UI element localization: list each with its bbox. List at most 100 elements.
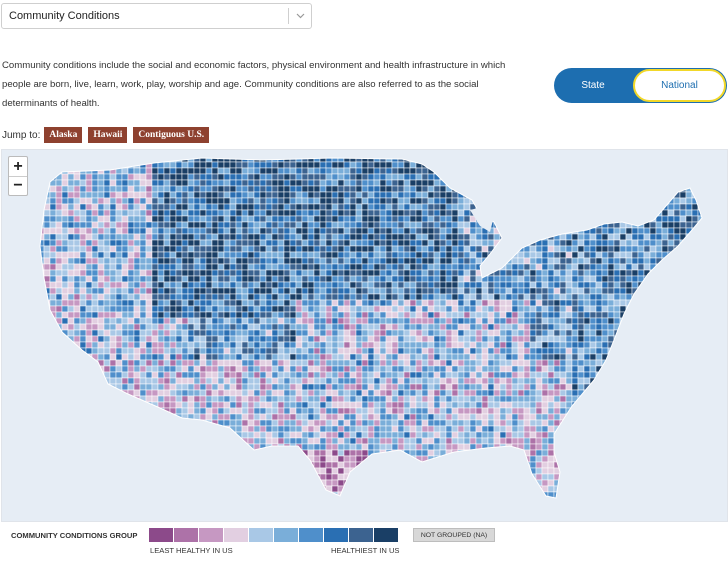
county-cell[interactable]	[655, 275, 663, 283]
county-cell[interactable]	[511, 227, 519, 235]
county-cell[interactable]	[223, 257, 231, 265]
county-cell[interactable]	[685, 203, 693, 211]
county-cell[interactable]	[452, 150, 458, 156]
county-cell[interactable]	[697, 335, 704, 343]
county-cell[interactable]	[301, 227, 309, 235]
county-cell[interactable]	[457, 335, 465, 343]
county-cell[interactable]	[385, 389, 393, 397]
county-cell[interactable]	[193, 209, 201, 217]
county-cell[interactable]	[457, 377, 465, 385]
county-cell[interactable]	[259, 323, 267, 331]
county-cell[interactable]	[541, 257, 549, 265]
county-cell[interactable]	[626, 150, 632, 156]
county-cell[interactable]	[277, 329, 285, 337]
county-cell[interactable]	[169, 335, 177, 343]
county-cell[interactable]	[241, 167, 249, 175]
county-cell[interactable]	[565, 233, 573, 241]
county-cell[interactable]	[613, 156, 621, 163]
county-cell[interactable]	[685, 173, 693, 181]
county-cell[interactable]	[511, 233, 519, 241]
county-cell[interactable]	[97, 311, 105, 319]
county-cell[interactable]	[241, 197, 249, 205]
county-cell[interactable]	[457, 203, 465, 211]
county-cell[interactable]	[319, 156, 327, 163]
county-cell[interactable]	[109, 293, 117, 301]
county-cell[interactable]	[661, 167, 669, 175]
county-cell[interactable]	[691, 323, 699, 331]
county-cell[interactable]	[511, 197, 519, 205]
county-cell[interactable]	[463, 317, 471, 325]
county-cell[interactable]	[475, 281, 483, 289]
county-cell[interactable]	[391, 395, 399, 403]
county-cell[interactable]	[283, 281, 291, 289]
county-cell[interactable]	[235, 239, 243, 247]
county-cell[interactable]	[355, 323, 363, 331]
county-cell[interactable]	[187, 335, 195, 343]
county-cell[interactable]	[607, 227, 615, 235]
county-cell[interactable]	[175, 335, 183, 343]
county-cell[interactable]	[397, 401, 405, 409]
county-cell[interactable]	[655, 317, 663, 325]
county-cell[interactable]	[115, 275, 123, 283]
county-cell[interactable]	[559, 383, 567, 391]
county-cell[interactable]	[187, 233, 195, 241]
county-cell[interactable]	[511, 377, 519, 385]
county-cell[interactable]	[169, 401, 177, 409]
county-cell[interactable]	[49, 377, 57, 385]
county-cell[interactable]	[373, 179, 381, 187]
county-cell[interactable]	[391, 299, 399, 307]
county-cell[interactable]	[145, 269, 153, 277]
county-cell[interactable]	[205, 377, 213, 385]
county-cell[interactable]	[631, 305, 639, 313]
county-cell[interactable]	[529, 209, 537, 217]
county-cell[interactable]	[187, 359, 195, 367]
county-cell[interactable]	[379, 197, 387, 205]
county-cell[interactable]	[584, 150, 590, 156]
county-cell[interactable]	[331, 407, 339, 415]
county-cell[interactable]	[133, 215, 141, 223]
county-cell[interactable]	[529, 275, 537, 283]
county-cell[interactable]	[307, 365, 315, 373]
county-cell[interactable]	[685, 389, 693, 397]
county-cell[interactable]	[445, 311, 453, 319]
county-cell[interactable]	[223, 263, 231, 271]
county-cell[interactable]	[313, 156, 321, 163]
county-cell[interactable]	[512, 150, 518, 156]
county-cell[interactable]	[409, 179, 417, 187]
county-cell[interactable]	[439, 401, 447, 409]
county-cell[interactable]	[283, 245, 291, 253]
county-cell[interactable]	[284, 150, 290, 156]
county-cell[interactable]	[595, 269, 603, 277]
county-cell[interactable]	[32, 312, 38, 318]
county-cell[interactable]	[469, 401, 477, 409]
county-cell[interactable]	[313, 287, 321, 295]
county-cell[interactable]	[595, 353, 603, 361]
county-cell[interactable]	[409, 203, 417, 211]
county-cell[interactable]	[583, 347, 591, 355]
county-cell[interactable]	[421, 323, 429, 331]
county-cell[interactable]	[601, 341, 609, 349]
county-cell[interactable]	[319, 245, 327, 253]
county-cell[interactable]	[85, 191, 93, 199]
county-cell[interactable]	[710, 162, 716, 168]
county-cell[interactable]	[535, 359, 543, 367]
county-cell[interactable]	[55, 227, 63, 235]
county-cell[interactable]	[115, 197, 123, 205]
county-cell[interactable]	[583, 317, 591, 325]
county-cell[interactable]	[43, 156, 51, 163]
county-cell[interactable]	[541, 281, 549, 289]
county-cell[interactable]	[169, 287, 177, 295]
county-cell[interactable]	[679, 353, 687, 361]
county-cell[interactable]	[211, 317, 219, 325]
county-cell[interactable]	[55, 263, 63, 271]
county-cell[interactable]	[469, 263, 477, 271]
county-cell[interactable]	[583, 281, 591, 289]
county-cell[interactable]	[343, 353, 351, 361]
county-cell[interactable]	[32, 336, 38, 342]
county-cell[interactable]	[559, 305, 567, 313]
county-cell[interactable]	[301, 401, 309, 409]
county-cell[interactable]	[613, 341, 621, 349]
county-cell[interactable]	[661, 347, 669, 355]
county-cell[interactable]	[523, 359, 531, 367]
county-cell[interactable]	[73, 215, 81, 223]
